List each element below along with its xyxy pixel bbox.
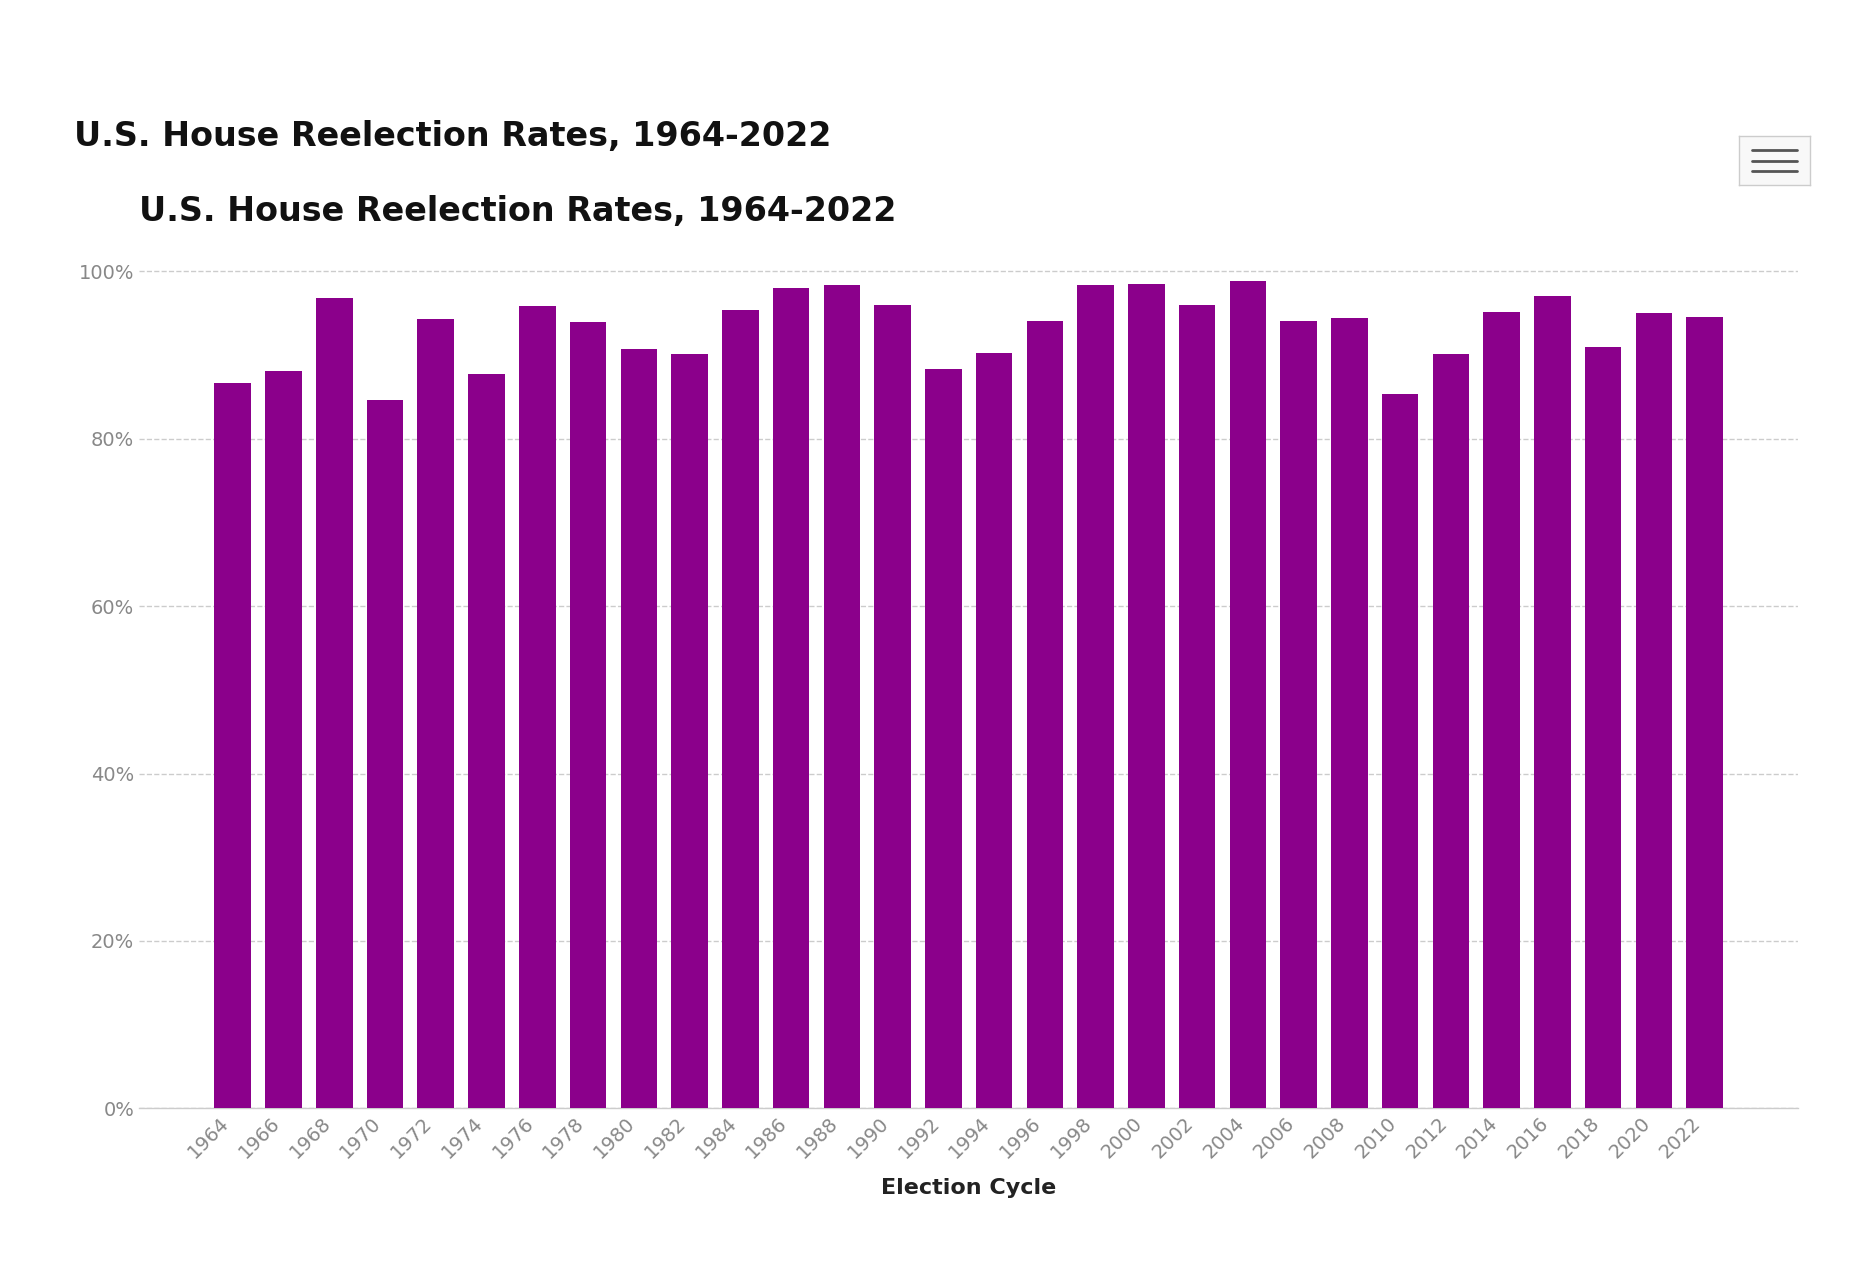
Bar [1331,318,1368,1108]
Bar [1281,321,1316,1108]
Bar [215,383,250,1108]
Text: U.S. House Reelection Rates, 1964-2022: U.S. House Reelection Rates, 1964-2022 [74,120,832,153]
Bar [1585,347,1622,1108]
Bar [1533,297,1570,1108]
Text: U.S. House Reelection Rates, 1964-2022: U.S. House Reelection Rates, 1964-2022 [139,195,897,228]
Bar [569,322,606,1108]
Bar [1483,312,1520,1108]
Bar [823,285,860,1108]
X-axis label: Election Cycle: Election Cycle [881,1178,1057,1199]
Bar [469,375,504,1108]
Bar [925,369,962,1108]
Bar [875,304,910,1108]
Bar [315,298,352,1108]
Bar [1635,313,1672,1108]
Bar [1027,321,1062,1108]
Bar [1179,304,1216,1108]
Bar [621,349,656,1108]
Bar [1381,394,1418,1108]
Bar [367,400,404,1108]
Bar [1077,285,1114,1108]
Bar [773,288,810,1108]
Bar [519,306,556,1108]
Bar [671,354,708,1108]
Bar [1229,282,1266,1108]
Bar [417,318,454,1108]
Bar [975,353,1012,1108]
Bar [1433,354,1468,1108]
Bar [265,371,302,1108]
Bar [721,310,758,1108]
Bar [1687,317,1722,1108]
Bar [1127,284,1164,1108]
